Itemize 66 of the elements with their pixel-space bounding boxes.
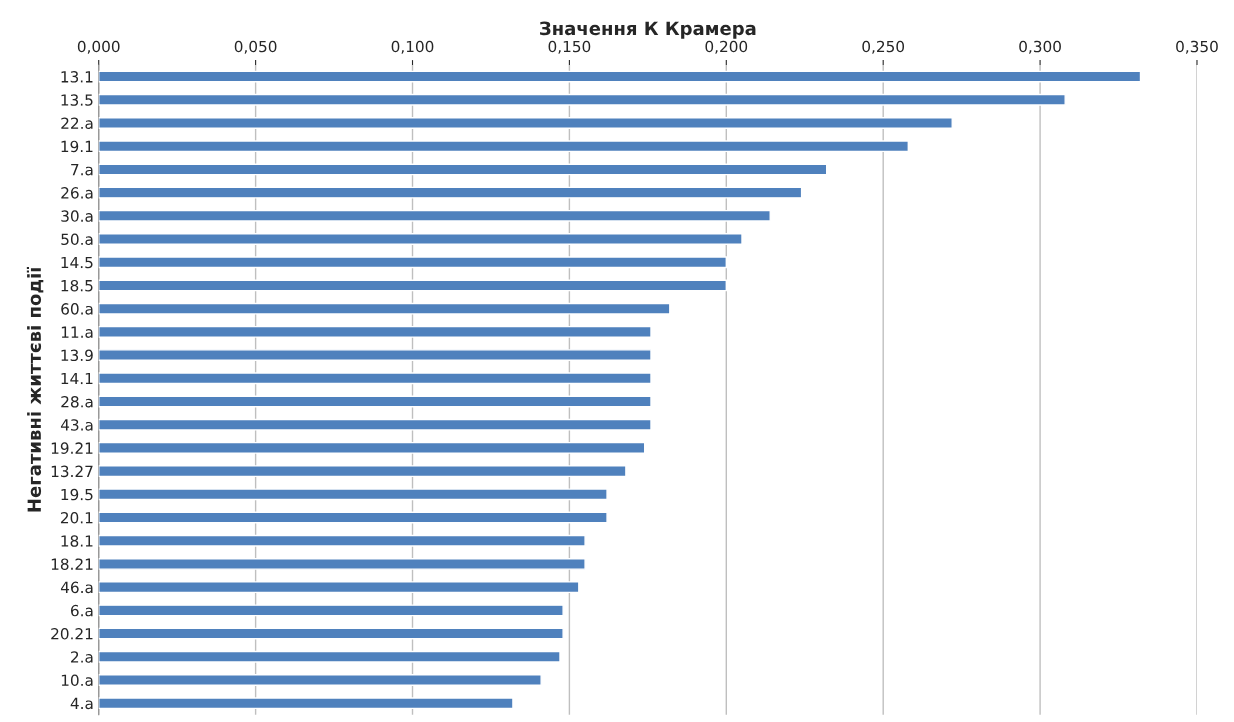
bar (98, 349, 652, 361)
bar (98, 209, 771, 222)
y-tick-label: 18.21 (51, 558, 93, 570)
y-tick-label: 11.a (61, 326, 93, 338)
bar (98, 511, 608, 524)
y-tick-label: 20.21 (51, 628, 93, 640)
x-tick-label: 0,350 (1176, 40, 1218, 54)
y-tick-label: 10.a (61, 674, 93, 686)
bar (98, 441, 646, 454)
bar (98, 534, 586, 547)
y-tick-label: 13.5 (61, 94, 93, 106)
bar (98, 163, 828, 176)
bar (98, 418, 652, 431)
bar (98, 186, 803, 199)
bar (98, 465, 627, 478)
y-tick-label: 26.a (61, 187, 93, 199)
bar (98, 650, 561, 663)
y-tick-label: 60.a (61, 303, 93, 315)
y-tick-label: 4.a (70, 697, 93, 710)
y-tick-label: 22.a (61, 117, 93, 130)
y-axis-title: Негативні життєві події (26, 266, 44, 512)
bar (98, 488, 608, 501)
bar (98, 302, 671, 315)
y-tick-label: 50.a (61, 233, 93, 246)
bar (98, 117, 953, 129)
x-tick-label: 0,100 (391, 40, 434, 54)
y-tick-label: 28.a (61, 395, 93, 408)
bar (98, 70, 1142, 83)
bar (98, 604, 564, 617)
y-tick-label: 18.1 (61, 535, 93, 547)
bar (98, 697, 514, 710)
bar (98, 93, 1066, 106)
x-tick-label: 0,150 (548, 40, 591, 54)
bar (98, 627, 564, 640)
bar (98, 279, 727, 292)
y-tick-label: 30.a (61, 210, 93, 222)
y-tick-label: 19.21 (51, 442, 93, 454)
bar (98, 325, 652, 338)
y-tick-label: 13.9 (61, 349, 93, 362)
bar (98, 558, 586, 570)
bar (98, 140, 909, 153)
y-tick-label: 18.5 (61, 279, 93, 292)
bar (98, 395, 652, 408)
y-tick-label: 7.a (71, 164, 93, 176)
y-tick-label: 19.1 (61, 140, 93, 153)
bar (98, 581, 580, 594)
bar (98, 256, 727, 269)
y-tick-label: 19.5 (61, 488, 93, 501)
x-axis-title: Значення К Крамера (540, 21, 756, 39)
y-tick-label: 2.a (71, 651, 93, 663)
bar (98, 233, 743, 245)
bar (98, 674, 542, 686)
x-tick-label: 0,300 (1019, 40, 1061, 54)
y-tick-label: 13.1 (61, 71, 93, 83)
y-tick-label: 14.1 (61, 372, 93, 385)
y-tick-label: 46.a (60, 581, 93, 594)
bar (98, 372, 652, 385)
y-tick-label: 13.27 (51, 465, 93, 478)
y-tick-label: 6.a (70, 604, 93, 617)
x-tick-label: 0,000 (77, 40, 120, 54)
x-tick-label: 0,050 (234, 40, 277, 54)
x-tick-label: 0,200 (705, 40, 748, 54)
x-tick-label: 0,250 (862, 40, 905, 54)
y-tick-label: 14.5 (61, 256, 93, 269)
y-tick-label: 20.1 (60, 511, 93, 524)
y-tick-label: 43.a (60, 419, 93, 431)
